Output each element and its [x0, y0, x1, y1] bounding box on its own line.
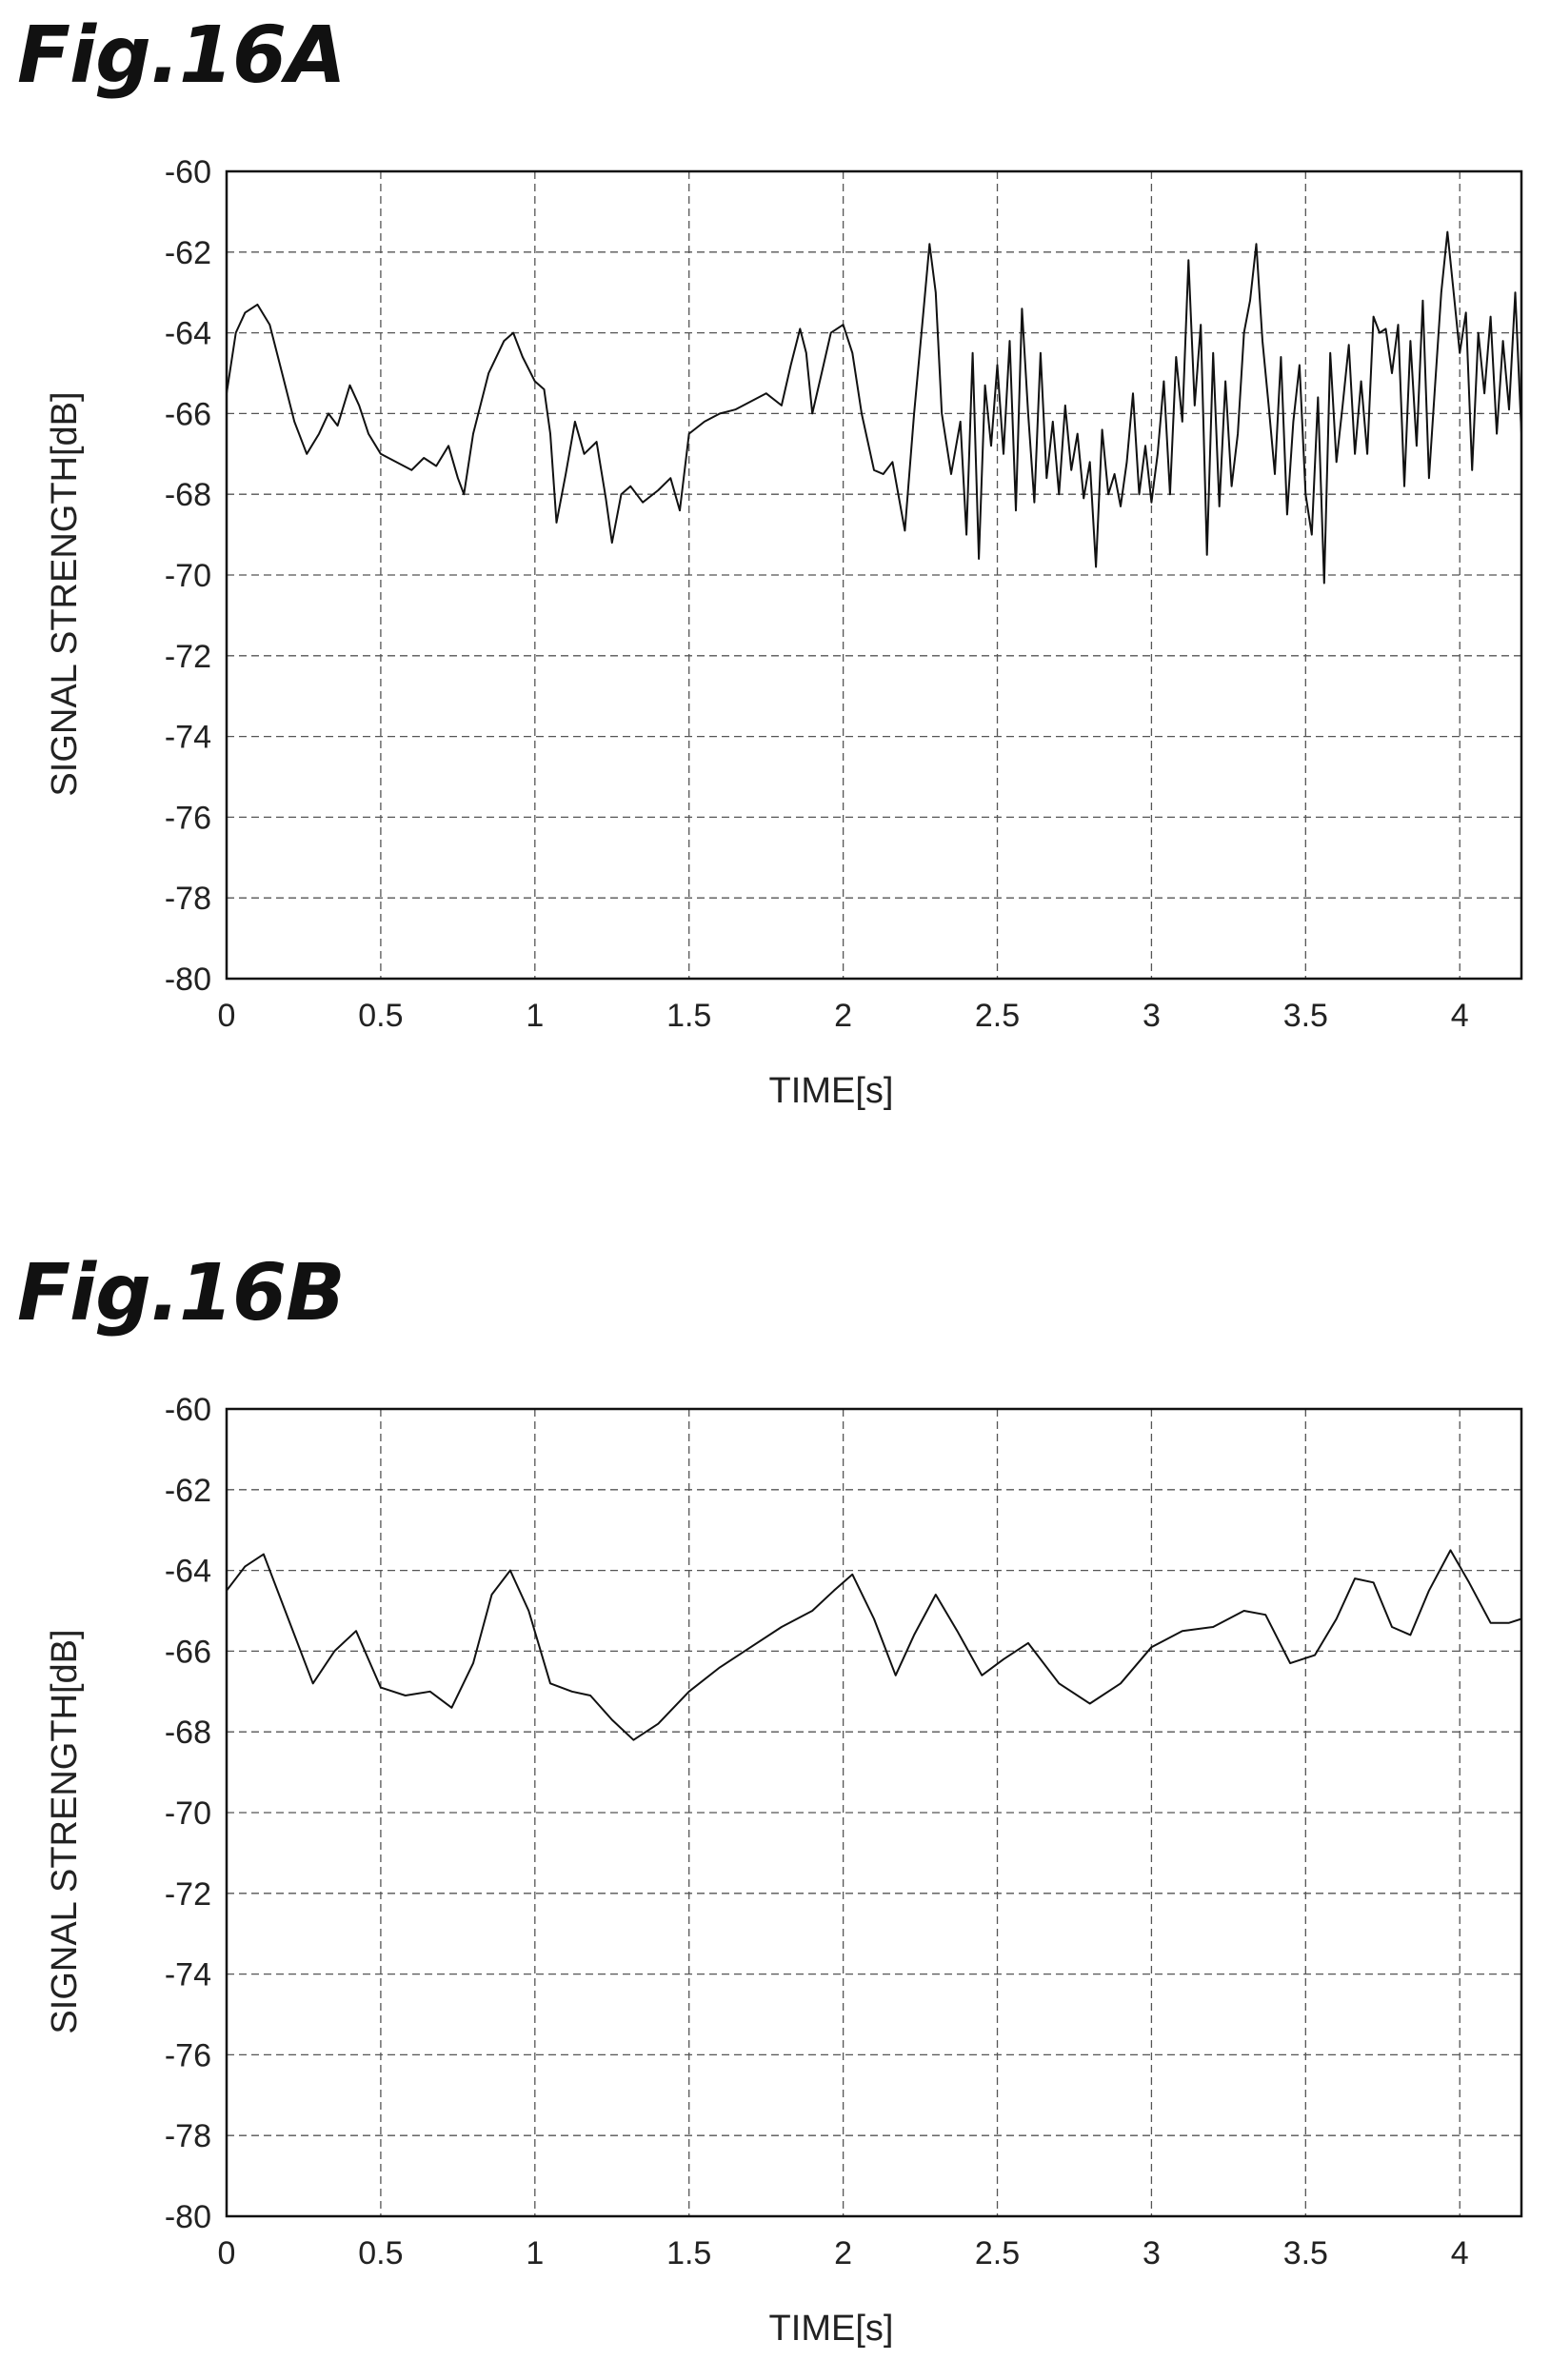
x-tick-label: 0 — [218, 998, 236, 1034]
x-tick-label: 3 — [1143, 2235, 1161, 2271]
y-tick-label: -66 — [165, 396, 211, 432]
x-tick-label: 0.5 — [358, 998, 403, 1034]
series-line — [226, 230, 1522, 585]
figure-title-a: Fig.16A — [17, 10, 347, 101]
x-tick-label: 0.5 — [358, 2235, 403, 2271]
y-tick-label: -60 — [165, 154, 211, 190]
x-tick-label: 1.5 — [666, 998, 711, 1034]
x-tick-label: 3.5 — [1283, 2235, 1328, 2271]
x-tick-label: 1 — [526, 2235, 544, 2271]
y-tick-label: -74 — [165, 1957, 211, 1993]
y-tick-label: -78 — [165, 881, 211, 917]
y-tick-label: -78 — [165, 2118, 211, 2154]
y-tick-label: -76 — [165, 800, 211, 836]
y-axis-label: SIGNAL STRENGTH[dB] — [45, 1629, 85, 2033]
x-tick-label: 2.5 — [975, 998, 1020, 1034]
x-tick-label: 1 — [526, 998, 544, 1034]
y-tick-label: -60 — [165, 1392, 211, 1428]
y-tick-label: -64 — [165, 316, 211, 352]
x-tick-label: 4 — [1451, 998, 1469, 1034]
x-axis-label: TIME[s] — [769, 1071, 894, 1111]
line-chart-a: -60 -62 -64 -66 -68 -70 -72 -74 -76 -78 -800 0.5 1 1.… — [45, 154, 1523, 1111]
x-tick-label: 4 — [1451, 2235, 1469, 2271]
y-tick-label: -80 — [165, 962, 211, 998]
y-tick-label: -74 — [165, 720, 211, 756]
y-tick-label: -66 — [165, 1634, 211, 1670]
y-axis-label: SIGNAL STRENGTH[dB] — [45, 391, 85, 796]
plot-frame — [225, 169, 1523, 981]
x-tick-label: 1.5 — [666, 2235, 711, 2271]
y-tick-label: -70 — [165, 1795, 211, 1832]
y-tick-label: -72 — [165, 1876, 211, 1913]
y-tick-label: -62 — [165, 1473, 211, 1509]
x-axis-label: TIME[s] — [769, 2309, 894, 2349]
line-chart-b: -60 -62 -64 -66 -68 -70 -72 -74 -76 -78 -800 0.5 1 1.… — [45, 1392, 1523, 2349]
y-tick-label: -62 — [165, 235, 211, 271]
x-tick-label: 3.5 — [1283, 998, 1328, 1034]
y-tick-label: -80 — [165, 2199, 211, 2235]
x-tick-label: 2 — [834, 998, 852, 1034]
y-tick-label: -68 — [165, 1715, 211, 1751]
x-tick-label: 0 — [218, 2235, 236, 2271]
x-tick-label: 3 — [1143, 998, 1161, 1034]
plot-frame — [225, 1407, 1523, 2218]
y-tick-label: -68 — [165, 477, 211, 513]
figure-title-b: Fig.16B — [17, 1248, 346, 1339]
x-tick-label: 2.5 — [975, 2235, 1020, 2271]
x-tick-label: 2 — [834, 2235, 852, 2271]
y-tick-label: -70 — [165, 558, 211, 594]
y-tick-label: -72 — [165, 639, 211, 675]
y-tick-label: -64 — [165, 1554, 211, 1590]
series-line — [226, 1549, 1522, 1741]
y-tick-label: -76 — [165, 2037, 211, 2073]
